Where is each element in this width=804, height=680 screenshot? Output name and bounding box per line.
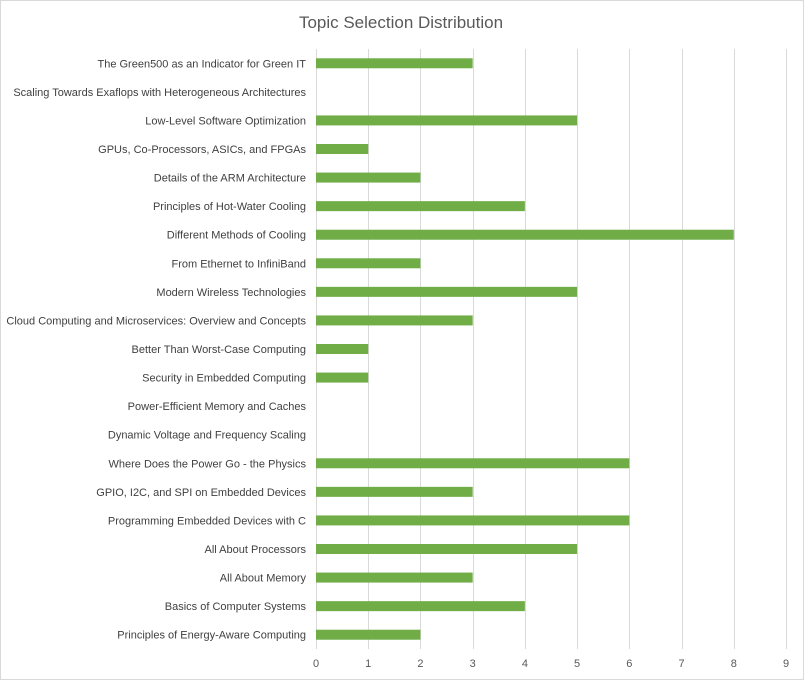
x-tick-label: 5 <box>574 658 580 670</box>
bar <box>316 201 525 212</box>
category-label: GPIO, I2C, and SPI on Embedded Devices <box>96 487 306 499</box>
category-label: Dynamic Voltage and Frequency Scaling <box>108 430 306 442</box>
x-tick-label: 9 <box>783 658 789 670</box>
category-label: Security in Embedded Computing <box>142 373 306 385</box>
bar <box>316 458 630 469</box>
bar <box>316 315 473 326</box>
bar <box>316 515 630 526</box>
bar <box>316 144 369 154</box>
x-tick-label: 3 <box>470 658 476 670</box>
category-label: Principles of Energy-Aware Computing <box>117 630 306 642</box>
bar <box>316 572 473 583</box>
bar <box>316 172 421 183</box>
bar <box>316 486 473 497</box>
bar <box>316 258 421 269</box>
bar <box>316 344 369 354</box>
category-label: Details of the ARM Architecture <box>154 173 306 185</box>
x-tick-label: 0 <box>313 658 319 670</box>
x-tick-label: 1 <box>365 658 371 670</box>
category-label: Basics of Computer Systems <box>165 601 307 613</box>
category-label: GPUs, Co-Processors, ASICs, and FPGAs <box>98 144 306 156</box>
category-label: All About Memory <box>220 573 307 585</box>
bar <box>316 601 525 612</box>
x-tick-label: 7 <box>678 658 684 670</box>
category-label: The Green500 as an Indicator for Green I… <box>97 58 306 70</box>
bar <box>316 229 734 240</box>
category-label: Principles of Hot-Water Cooling <box>153 201 306 213</box>
category-label: Power-Efficient Memory and Caches <box>128 401 307 413</box>
category-label: Different Methods of Cooling <box>167 230 306 242</box>
x-tick-label: 8 <box>731 658 737 670</box>
category-label: Programming Embedded Devices with C <box>108 515 306 527</box>
category-label: From Ethernet to InfiniBand <box>171 258 306 270</box>
bars <box>316 58 734 640</box>
x-tick-label: 6 <box>626 658 632 670</box>
category-labels: The Green500 as an Indicator for Green I… <box>6 58 306 641</box>
bar <box>316 115 578 126</box>
category-label: All About Processors <box>205 544 307 556</box>
category-label: Low-Level Software Optimization <box>145 115 306 127</box>
bar <box>316 58 473 69</box>
x-tick-label: 2 <box>417 658 423 670</box>
category-label: Scaling Towards Exaflops with Heterogene… <box>13 87 306 99</box>
bar <box>316 629 421 640</box>
category-label: Better Than Worst-Case Computing <box>132 344 306 356</box>
x-tick-label: 4 <box>522 658 528 670</box>
category-label: Modern Wireless Technologies <box>156 287 306 299</box>
bar <box>316 544 578 554</box>
bar <box>316 286 578 297</box>
category-label: Cloud Computing and Microservices: Overv… <box>6 315 306 327</box>
category-label: Where Does the Power Go - the Physics <box>109 458 307 470</box>
chart-title: Topic Selection Distribution <box>299 13 503 32</box>
bar <box>316 372 369 383</box>
x-tick-labels: 0 1 2 3 4 5 6 7 8 9 <box>313 658 789 670</box>
